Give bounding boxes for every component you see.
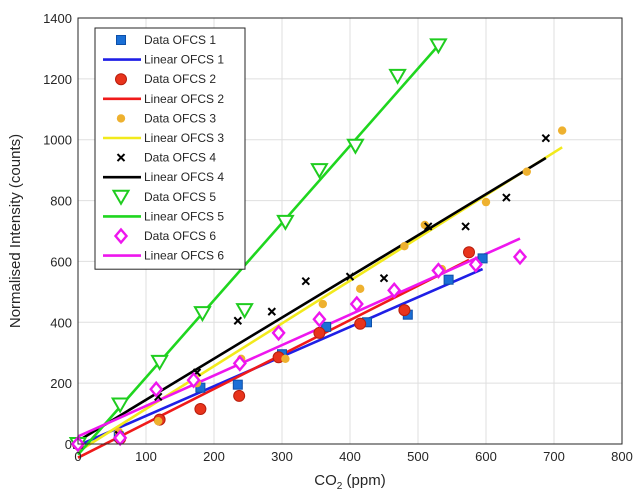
data-point-series-6	[512, 248, 528, 266]
data-point-series-2	[398, 304, 411, 317]
data-point-series-4	[461, 222, 470, 231]
x-tick-label: 600	[475, 449, 497, 464]
x-tick-label: 200	[203, 449, 225, 464]
data-point-series-6	[431, 262, 446, 279]
legend-marker-series-1	[116, 35, 126, 45]
data-point-series-5	[388, 68, 407, 85]
data-point-series-3	[281, 354, 290, 363]
legend-marker-series-6	[113, 227, 129, 245]
data-point-series-6	[312, 310, 327, 328]
legend-label-data-3: Data OFCS 3	[144, 111, 216, 125]
x-tick-label: 700	[543, 449, 565, 464]
x-axis-title-subscript: 2	[337, 481, 343, 492]
legend-label-data-5: Data OFCS 5	[144, 190, 216, 204]
legend-label-fit-4: Linear OFCS 4	[144, 170, 224, 184]
data-point-series-3	[557, 126, 567, 135]
data-point-series-5	[310, 163, 329, 180]
data-point-series-3	[154, 416, 163, 426]
legend-label-fit-1: Linear OFCS 1	[144, 53, 224, 67]
data-point-series-5	[429, 38, 448, 55]
data-point-series-2	[194, 403, 207, 416]
x-axis-title-main: CO	[314, 472, 337, 489]
data-point-series-2	[313, 326, 326, 339]
data-point-series-1	[443, 274, 454, 285]
data-point-series-5	[193, 306, 212, 323]
y-tick-label: 600	[50, 254, 72, 269]
data-point-series-1	[321, 321, 332, 332]
data-point-series-3	[318, 299, 327, 309]
y-tick-label: 800	[50, 194, 72, 209]
x-axis-title: CO2 (ppm)	[314, 472, 385, 492]
data-point-series-1	[232, 379, 243, 390]
data-point-series-5	[150, 354, 169, 371]
data-point-series-6	[232, 355, 247, 372]
data-point-series-6	[349, 295, 364, 313]
legend-label-fit-2: Linear OFCS 2	[144, 92, 224, 106]
data-point-series-4	[345, 272, 355, 281]
legend-label-fit-5: Linear OFCS 5	[144, 209, 224, 223]
legend-label-data-6: Data OFCS 6	[144, 229, 216, 243]
data-point-series-3	[356, 284, 365, 294]
legend-label-data-4: Data OFCS 4	[144, 151, 216, 165]
data-point-series-3	[481, 197, 491, 207]
data-point-series-5	[110, 397, 130, 414]
y-tick-label: 1000	[43, 133, 72, 148]
legend-label-fit-3: Linear OFCS 3	[144, 131, 224, 145]
data-point-series-4	[233, 316, 243, 325]
y-tick-label: 1200	[43, 72, 72, 87]
legend-label-data-2: Data OFCS 2	[144, 72, 216, 86]
y-tick-label: 0	[65, 437, 72, 452]
plot-frame	[77, 17, 623, 445]
data-point-series-4	[502, 193, 511, 202]
data-point-series-4	[423, 222, 433, 231]
tick-labels: 0 100 200 300 400 500 600 700 800 0 200 400 600 800 10…	[43, 11, 633, 464]
data-point-series-4	[267, 307, 277, 316]
y-tick-label: 200	[50, 376, 72, 391]
data-point-series-5	[235, 303, 254, 320]
data-point-series-2	[354, 317, 367, 330]
data-point-series-4	[541, 133, 551, 143]
data-point-series-3	[400, 242, 409, 251]
y-axis-title: Normalised Intensity (counts)	[7, 134, 24, 328]
data-point-series-4	[301, 276, 311, 286]
legend-marker-series-5	[111, 189, 131, 206]
data-point-series-6	[149, 380, 164, 398]
y-tick-label: 1400	[43, 11, 72, 26]
legend-label-fit-6: Linear OFCS 6	[144, 249, 224, 263]
data-point-series-5	[346, 138, 365, 155]
data-point-series-3	[522, 167, 531, 176]
x-tick-label: 800	[611, 449, 633, 464]
x-tick-label: 500	[407, 449, 429, 464]
legend-marker-series-2	[115, 73, 127, 86]
x-tick-label: 0	[74, 449, 81, 464]
data-point-series-5	[276, 214, 295, 231]
x-tick-label: 300	[271, 449, 293, 464]
data-point-series-2	[463, 246, 475, 259]
legend-marker-series-4	[116, 153, 126, 162]
legend-marker-series-3	[116, 114, 126, 123]
data-point-series-6	[271, 324, 286, 342]
y-tick-label: 400	[50, 315, 72, 330]
x-tick-label: 400	[339, 449, 361, 464]
data-point-series-1	[477, 253, 488, 264]
fit-line-5	[77, 44, 440, 456]
x-tick-label: 100	[135, 449, 157, 464]
data-point-series-2	[233, 389, 246, 402]
legend: Data OFCS 1 Linear OFCS 1 Data OFCS 2 Linea…	[94, 27, 246, 270]
data-point-series-6	[387, 281, 402, 299]
fit-line-6	[77, 237, 521, 438]
data-point-series-6	[186, 371, 201, 389]
data-point-series-6	[468, 256, 483, 273]
x-axis-title-unit: (ppm)	[342, 472, 385, 489]
data-point-series-4	[379, 273, 389, 283]
legend-label-data-1: Data OFCS 1	[144, 33, 216, 47]
